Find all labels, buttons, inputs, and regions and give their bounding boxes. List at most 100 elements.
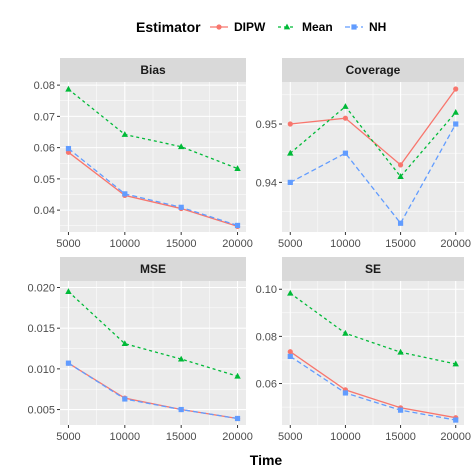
x-tick-label: 20000 xyxy=(222,238,253,250)
panel-mse: MSE 0.005 0.010 0.015 0.020 5000 10000 15000 200… xyxy=(27,257,253,443)
data-point xyxy=(121,131,129,137)
x-tick-label: 10000 xyxy=(330,238,361,250)
series-line xyxy=(68,151,238,227)
data-point xyxy=(234,372,241,379)
series-nh xyxy=(287,353,459,423)
y-tick-label: 0.04 xyxy=(34,205,55,217)
data-point xyxy=(178,406,184,413)
x-tick-label: 10000 xyxy=(330,431,361,443)
series-line xyxy=(289,123,457,225)
series-nh xyxy=(65,360,241,422)
data-point xyxy=(287,289,294,296)
data-point xyxy=(287,121,293,127)
data-point xyxy=(397,407,404,413)
series-line xyxy=(289,355,456,421)
legend-label: DIPW xyxy=(234,20,266,34)
legend: Estimator DIPW Mean NH xyxy=(136,19,386,35)
y-tick-label: 0.95 xyxy=(256,119,277,131)
data-point xyxy=(287,149,294,156)
y-tick-label: 0.08 xyxy=(34,80,55,92)
facet-title: MSE xyxy=(140,262,166,276)
x-tick-label: 5000 xyxy=(56,238,80,250)
data-point xyxy=(122,191,128,197)
data-point xyxy=(453,86,459,92)
data-point xyxy=(342,390,349,396)
legend-key-marker xyxy=(216,24,222,30)
legend-item-nh: NH xyxy=(345,20,386,34)
legend-title: Estimator xyxy=(136,19,201,35)
series-mean xyxy=(287,289,459,367)
series-line xyxy=(68,291,238,377)
y-tick-label: 0.10 xyxy=(256,284,277,296)
x-tick-label: 5000 xyxy=(278,238,302,250)
y-tick-label: 0.06 xyxy=(34,143,55,155)
series-line xyxy=(68,148,238,227)
facet-strip xyxy=(282,58,464,82)
facet-strip xyxy=(282,257,464,281)
series-line xyxy=(68,362,238,420)
series-line xyxy=(289,105,457,178)
facet-strip xyxy=(60,58,246,82)
x-tick-label: 20000 xyxy=(222,431,253,443)
series-line xyxy=(289,292,456,365)
series-mean xyxy=(65,85,241,171)
panel-coverage: Coverage 0.94 0.95 5000 10000 15000 20000 xyxy=(256,58,471,250)
data-point xyxy=(453,417,459,423)
x-tick-label: 20000 xyxy=(440,431,471,443)
x-tick-label: 15000 xyxy=(385,431,416,443)
data-point xyxy=(121,340,129,347)
facet-title: Coverage xyxy=(346,63,401,77)
y-tick-label: 0.05 xyxy=(34,174,55,186)
data-point xyxy=(234,222,241,229)
x-tick-label: 15000 xyxy=(166,238,197,250)
y-tick-label: 0.010 xyxy=(27,364,55,376)
data-point xyxy=(453,121,459,127)
x-axis-title: Time xyxy=(250,452,283,468)
data-point xyxy=(234,165,241,171)
data-point xyxy=(342,103,349,109)
panel-bias: Bias 0.04 0.05 0.06 0.07 0.08 5000 10000 15000 20… xyxy=(34,58,253,250)
x-tick-label: 5000 xyxy=(278,431,302,443)
y-tick-label: 0.94 xyxy=(256,177,277,189)
data-point xyxy=(65,85,72,92)
y-tick-label: 0.015 xyxy=(27,323,55,335)
legend-key-marker xyxy=(283,23,291,30)
facet-strip xyxy=(60,257,246,281)
legend-item-mean: Mean xyxy=(278,20,333,34)
x-tick-label: 10000 xyxy=(110,238,141,250)
legend-key-marker xyxy=(351,24,357,30)
data-point xyxy=(234,415,241,422)
data-point xyxy=(65,360,72,366)
data-point xyxy=(342,115,349,121)
data-point xyxy=(342,329,349,336)
data-point xyxy=(287,353,293,360)
y-tick-label: 0.005 xyxy=(27,405,55,417)
y-tick-label: 0.07 xyxy=(34,111,55,123)
data-point xyxy=(452,108,459,115)
data-point xyxy=(342,150,349,156)
x-tick-label: 15000 xyxy=(166,431,197,443)
data-point xyxy=(287,179,293,185)
legend-item-dipw: DIPW xyxy=(210,20,266,34)
series-mean xyxy=(287,103,459,179)
x-tick-label: 5000 xyxy=(56,431,80,443)
data-point xyxy=(65,288,72,294)
series-line xyxy=(68,88,238,170)
facet-title: SE xyxy=(365,262,381,276)
data-point xyxy=(452,360,459,367)
data-point xyxy=(177,355,185,362)
y-tick-label: 0.06 xyxy=(256,379,277,391)
legend-label: Mean xyxy=(302,20,333,34)
series-nh xyxy=(287,121,459,226)
data-point xyxy=(178,204,184,210)
x-tick-label: 10000 xyxy=(110,431,141,443)
data-point xyxy=(397,162,404,168)
series-line xyxy=(289,351,456,419)
series-nh xyxy=(65,145,241,229)
x-tick-label: 15000 xyxy=(385,238,416,250)
data-point xyxy=(65,145,72,152)
facet-title: Bias xyxy=(140,63,166,77)
legend-label: NH xyxy=(369,20,386,34)
data-point xyxy=(122,396,128,402)
y-tick-label: 0.020 xyxy=(27,283,55,295)
